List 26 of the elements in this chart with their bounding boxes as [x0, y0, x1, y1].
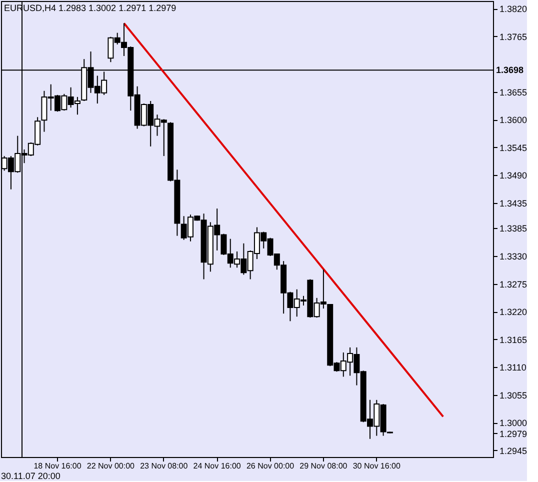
y-tick-label: 1.3000 — [500, 418, 528, 428]
x-tick-label: 29 Nov 08:00 — [300, 462, 348, 470]
y-tick-label: 1.3600 — [500, 115, 528, 126]
y-tick-label: 1.3490 — [500, 170, 528, 181]
y-tick-label: 1.3820 — [500, 4, 528, 14]
y-tick-label: 1.3055 — [500, 390, 528, 400]
y-tick-label: 1.2979 — [500, 428, 528, 439]
x-tick-label: 30 Nov 16:00 — [352, 462, 401, 470]
y-tick-label: 1.3435 — [500, 198, 528, 208]
y-tick-label: 1.3165 — [500, 334, 528, 345]
y-tick-label: 1.3545 — [500, 142, 528, 153]
y-tick-label: 1.3330 — [500, 252, 528, 262]
y-tick-label: 1.3275 — [500, 279, 528, 290]
x-tick-label: 26 Nov 00:00 — [246, 462, 295, 470]
y-tick-label: 1.2945 — [500, 446, 528, 456]
x-tick-label: 22 Nov 00:00 — [86, 462, 136, 470]
text: 30.11.07 20:00 — [1, 471, 60, 481]
x-tick-label: 23 Nov 08:00 — [140, 462, 188, 470]
y-tick-label: 1.3765 — [500, 32, 528, 42]
y-tick-label: 1.3110 — [500, 362, 526, 373]
y-tick-label: 1.3655 — [500, 87, 528, 98]
x-tick-label: 18 Nov 16:00 — [34, 462, 82, 470]
y-tick-label: 1.3385 — [500, 224, 528, 234]
y-tick-label: 1.3220 — [500, 307, 528, 318]
ref-line-label: 1.3698 — [496, 65, 524, 76]
x-tick-label: 24 Nov 16:00 — [193, 462, 242, 470]
